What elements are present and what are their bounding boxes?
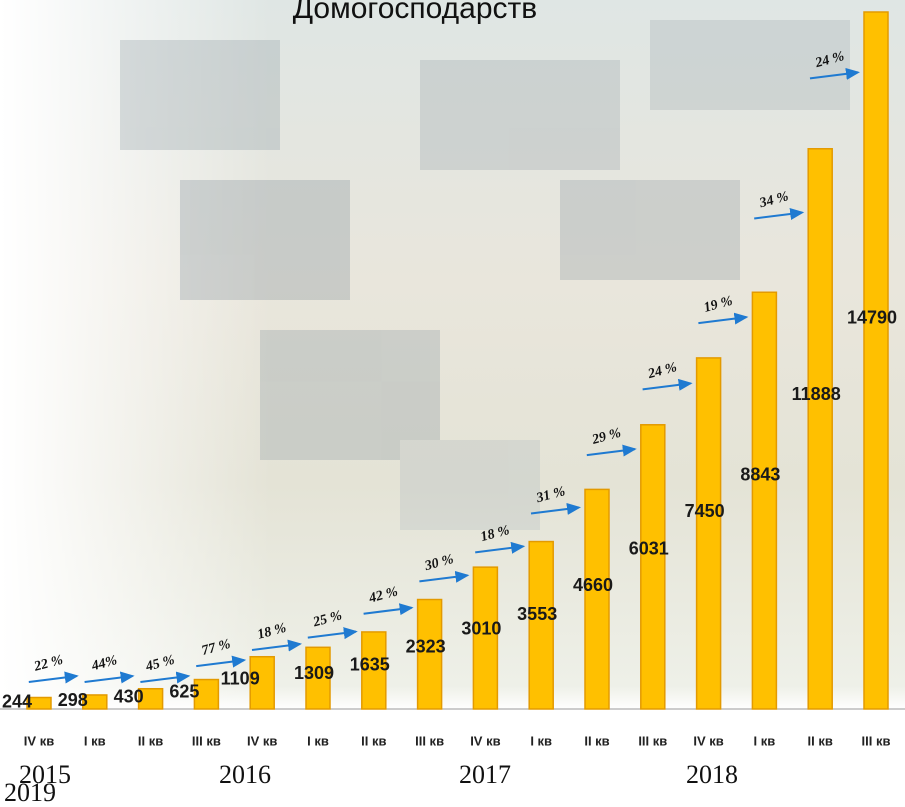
growth-label: 45 % bbox=[143, 653, 176, 675]
value-label: 3010 bbox=[461, 618, 501, 638]
x-tick-label: IV кв bbox=[24, 733, 54, 748]
growth-arrow bbox=[84, 671, 135, 684]
value-label: 298 bbox=[58, 690, 88, 710]
growth-arrow bbox=[642, 378, 693, 391]
year-label: 2018 bbox=[686, 760, 738, 789]
bar bbox=[249, 655, 275, 710]
growth-arrow bbox=[754, 208, 805, 220]
growth-label: 18 % bbox=[479, 523, 511, 545]
x-tick-label: II кв bbox=[808, 733, 833, 748]
value-label: 430 bbox=[114, 686, 144, 706]
x-tick-label: I кв bbox=[530, 733, 552, 748]
x-tick-label: III кв bbox=[415, 733, 444, 748]
growth-label: 19 % bbox=[702, 294, 734, 316]
value-label: 2323 bbox=[406, 636, 446, 656]
growth-label: 18 % bbox=[256, 621, 288, 643]
growth-arrow bbox=[419, 570, 470, 583]
growth-label: 22 % bbox=[32, 653, 65, 675]
bar bbox=[528, 540, 554, 710]
growth-label: 29 % bbox=[590, 426, 623, 448]
value-label: 4660 bbox=[573, 575, 613, 595]
growth-arrow bbox=[530, 503, 581, 515]
growth-arrow bbox=[809, 67, 860, 80]
bar bbox=[305, 646, 331, 710]
bar bbox=[26, 696, 52, 710]
bar bbox=[751, 291, 778, 710]
x-tick-label: I кв bbox=[84, 733, 106, 748]
year-label: 2015 bbox=[19, 760, 71, 789]
growth-label: 44% bbox=[89, 653, 119, 674]
value-label: 1309 bbox=[294, 663, 334, 683]
chart-title: Домогосподарств bbox=[293, 0, 537, 25]
value-label: 1109 bbox=[221, 668, 260, 688]
x-tick-label: I кв bbox=[307, 733, 329, 748]
growth-arrow bbox=[140, 671, 191, 684]
bar bbox=[807, 148, 833, 710]
background-houses bbox=[120, 20, 850, 530]
growth-label: 77 % bbox=[200, 637, 232, 659]
bar bbox=[863, 11, 889, 710]
growth-arrow bbox=[475, 541, 526, 554]
value-label: 7450 bbox=[685, 501, 725, 521]
bar bbox=[640, 424, 666, 710]
bar bbox=[584, 488, 610, 710]
growth-arrow bbox=[698, 312, 749, 325]
growth-arrow bbox=[251, 639, 302, 652]
bar bbox=[695, 357, 722, 710]
bar bbox=[193, 678, 220, 710]
x-tick-label: IV кв bbox=[693, 733, 723, 748]
value-label: 6031 bbox=[629, 539, 669, 559]
x-tick-label: IV кв bbox=[470, 733, 500, 748]
bar bbox=[416, 598, 443, 710]
growth-arrow bbox=[196, 655, 247, 668]
growth-arrow bbox=[363, 603, 414, 616]
value-label: 14790 bbox=[847, 307, 897, 327]
growth-arrow bbox=[28, 671, 79, 684]
x-tick-label: II кв bbox=[361, 733, 386, 748]
year-label: 2019 bbox=[4, 778, 56, 807]
year-label: 2016 bbox=[219, 760, 271, 789]
growth-arrow bbox=[586, 444, 637, 457]
year-label: 2017 bbox=[459, 760, 511, 789]
growth-label: 42 % bbox=[367, 584, 400, 606]
value-label: 8843 bbox=[740, 464, 780, 484]
value-label: 11888 bbox=[792, 384, 841, 404]
x-tick-label: I кв bbox=[754, 733, 776, 748]
x-tick-label: III кв bbox=[862, 733, 891, 748]
x-tick-label: II кв bbox=[584, 733, 609, 748]
growth-label: 34 % bbox=[757, 189, 790, 211]
bar bbox=[472, 566, 499, 710]
value-label: 244 bbox=[2, 691, 32, 711]
bar bbox=[361, 631, 387, 710]
bar bbox=[137, 687, 164, 710]
value-label: 1635 bbox=[350, 655, 390, 675]
x-tick-label: III кв bbox=[638, 733, 667, 748]
value-label: 3553 bbox=[517, 604, 557, 624]
x-tick-label: III кв bbox=[192, 733, 221, 748]
x-tick-label: IV кв bbox=[247, 733, 277, 748]
growth-label: 25 % bbox=[311, 608, 344, 630]
growth-label: 30 % bbox=[422, 552, 455, 574]
growth-arrow bbox=[307, 627, 358, 640]
value-label: 625 bbox=[169, 681, 199, 701]
x-tick-label: II кв bbox=[138, 733, 163, 748]
growth-label: 24 % bbox=[646, 360, 679, 382]
bar bbox=[82, 694, 108, 710]
